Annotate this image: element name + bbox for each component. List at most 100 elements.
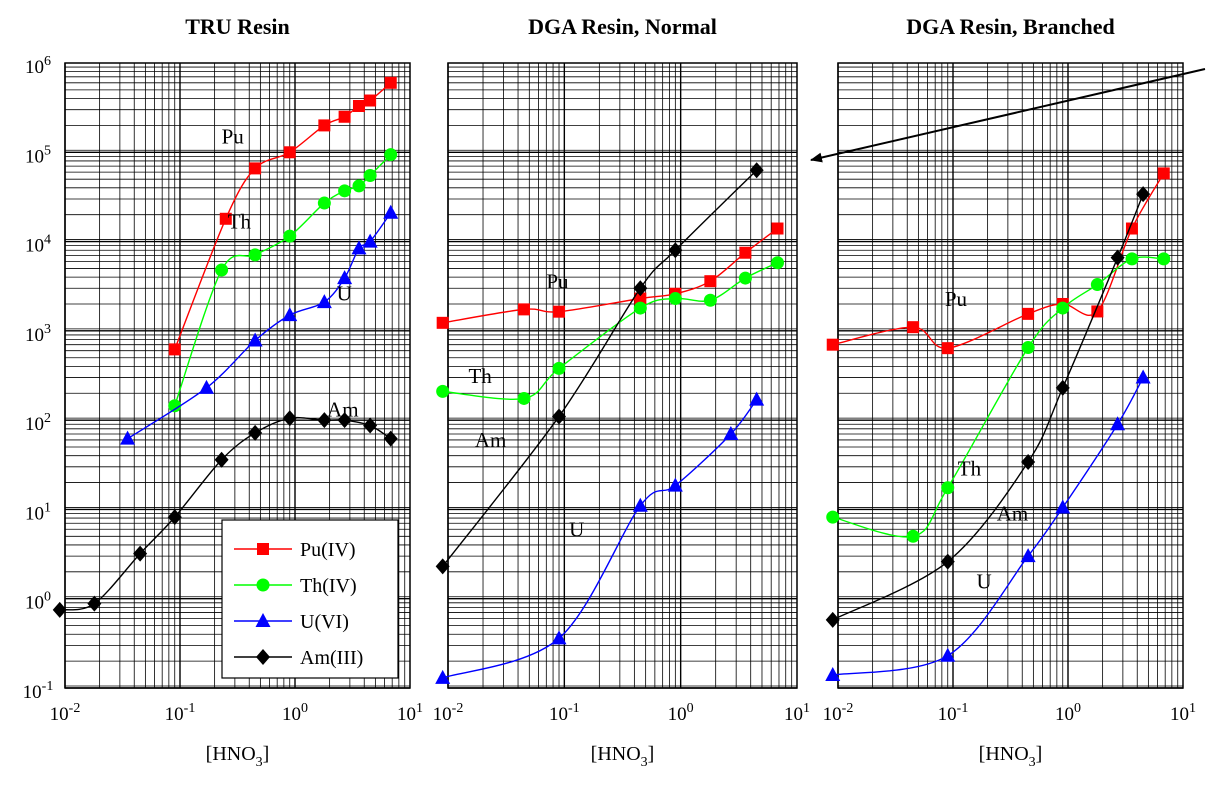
legend-label: U(VI) — [300, 611, 349, 633]
chart-panel-2: DGA Resin, Normal 10-2 10-1 100 101 [HNO3] Pu T… — [433, 14, 810, 770]
x-tick-label: 100 — [668, 701, 694, 725]
data-point — [363, 417, 378, 434]
data-point — [337, 412, 352, 429]
series-U(VI) — [120, 204, 399, 445]
curve-label: U — [569, 517, 584, 541]
curve-label: Pu — [546, 269, 569, 293]
y-tick-label: 100 — [25, 590, 51, 614]
x-tick-label: 10-2 — [50, 701, 81, 725]
data-point — [435, 558, 450, 575]
chart-panel-3: DGA Resin, Branched 10-2 10-1 100 101 [HNO3] P… — [823, 14, 1196, 770]
series-Th(IV) — [826, 252, 1171, 543]
data-point — [1055, 499, 1071, 514]
data-point — [248, 424, 263, 441]
data-point — [1110, 249, 1125, 266]
data-point — [906, 529, 920, 543]
x-axis-label: [HNO3] — [979, 743, 1043, 770]
data-point — [215, 263, 229, 277]
data-point — [1110, 416, 1126, 431]
plot-frame — [837, 62, 1184, 689]
y-tick-label: 105 — [25, 143, 51, 167]
data-point — [1125, 252, 1139, 266]
data-point — [704, 275, 717, 288]
data-point — [352, 99, 365, 112]
data-point — [552, 361, 566, 375]
y-tick-label: 104 — [25, 233, 51, 257]
curve-label: Pu — [945, 287, 968, 311]
data-point — [1136, 186, 1151, 203]
data-point — [249, 162, 262, 175]
data-point — [907, 321, 920, 334]
data-point — [826, 510, 840, 524]
series-Am(III) — [435, 162, 764, 575]
data-point — [199, 379, 215, 394]
curve-label: Am — [997, 502, 1029, 526]
y-tick-label: 101 — [25, 500, 51, 524]
data-point — [1090, 278, 1104, 292]
data-point — [551, 630, 567, 645]
x-tick-label: 10-2 — [433, 701, 464, 725]
data-point — [667, 477, 683, 492]
data-point — [703, 293, 717, 307]
data-point — [168, 343, 181, 356]
x-tick-label: 100 — [1055, 701, 1081, 725]
x-tick-label: 10-1 — [549, 701, 580, 725]
x-tick-label: 101 — [784, 701, 810, 725]
data-point — [317, 412, 332, 429]
data-point — [362, 233, 378, 248]
x-tick-label: 10-2 — [823, 701, 854, 725]
data-point — [168, 399, 182, 413]
data-point — [825, 611, 840, 628]
data-point — [553, 305, 566, 318]
data-point — [1021, 341, 1035, 355]
plot-frame — [447, 62, 798, 689]
data-point — [1135, 369, 1151, 384]
legend-item: U(VI) — [234, 611, 349, 633]
legend-swatch-marker — [256, 649, 270, 665]
data-point — [435, 669, 451, 684]
data-point — [283, 229, 297, 243]
series-Am(III) — [825, 186, 1151, 628]
curve-label: Th — [958, 456, 982, 480]
series-line — [832, 256, 1164, 538]
series-line — [442, 169, 758, 567]
data-point — [941, 481, 955, 495]
series-U(VI) — [825, 369, 1151, 681]
series-Pu(IV) — [436, 222, 784, 329]
data-point — [247, 332, 263, 347]
series-Th(IV) — [436, 256, 785, 405]
data-point — [52, 601, 67, 618]
pointer-arrow — [810, 68, 1206, 163]
data-point — [87, 595, 102, 612]
legend-swatch-marker — [257, 543, 269, 555]
y-tick-label: 10-1 — [23, 679, 54, 703]
data-point — [1056, 301, 1070, 315]
data-point — [384, 76, 397, 89]
x-axis-label: [HNO3] — [206, 743, 270, 770]
x-tick-label: 101 — [1170, 701, 1196, 725]
data-point — [825, 666, 841, 681]
data-point — [634, 292, 647, 305]
data-point — [1021, 453, 1036, 470]
data-point — [771, 256, 785, 270]
data-point — [739, 246, 752, 259]
data-point — [214, 451, 229, 468]
data-point — [723, 425, 739, 440]
y-tick-label: 103 — [25, 322, 51, 346]
data-point — [318, 119, 331, 132]
data-point — [633, 301, 647, 315]
legend-label: Th(IV) — [300, 575, 357, 597]
data-point — [436, 384, 450, 398]
data-point — [338, 110, 351, 123]
legend-item: Pu(IV) — [234, 539, 356, 561]
data-point — [436, 316, 449, 329]
data-point — [668, 292, 682, 306]
y-tick-label: 106 — [25, 54, 51, 78]
data-point — [283, 146, 296, 159]
legend-label: Pu(IV) — [300, 539, 356, 561]
data-point — [248, 248, 262, 262]
data-point — [668, 242, 683, 259]
data-point — [364, 94, 377, 107]
x-tick-label: 101 — [397, 701, 423, 725]
